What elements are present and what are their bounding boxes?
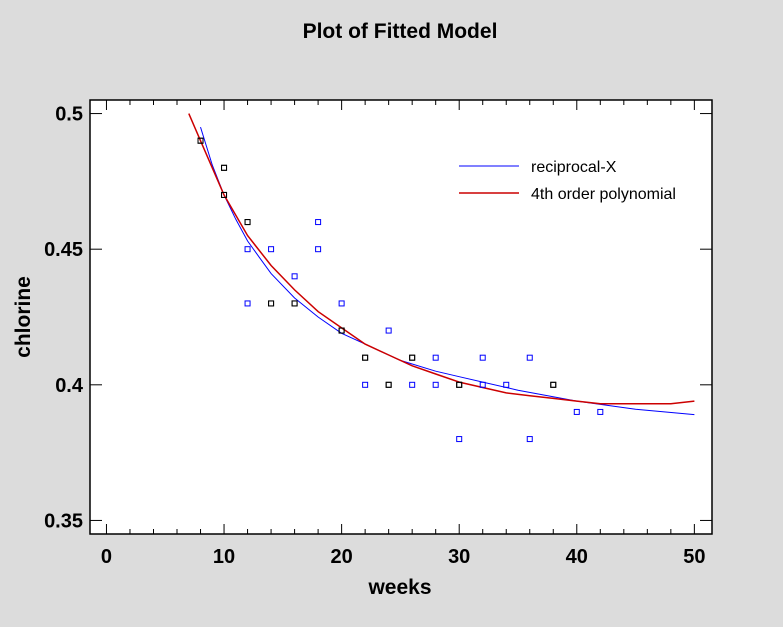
x-tick-label: 40 bbox=[566, 546, 588, 568]
x-tick-label: 10 bbox=[213, 546, 235, 568]
data-point bbox=[244, 219, 251, 226]
data-point bbox=[291, 300, 298, 307]
data-point bbox=[362, 381, 369, 388]
x-tick-label: 0 bbox=[101, 546, 112, 568]
data-point bbox=[291, 273, 298, 280]
data-point bbox=[338, 300, 345, 307]
data-point bbox=[526, 354, 533, 361]
legend-label-reciprocal-x: reciprocal-X bbox=[531, 159, 617, 176]
data-point bbox=[503, 381, 510, 388]
data-point bbox=[597, 408, 604, 415]
y-tick-label: 0.5 bbox=[55, 104, 83, 126]
data-point bbox=[362, 354, 369, 361]
legend: reciprocal-X 4th order polynomial bbox=[459, 159, 676, 203]
data-point bbox=[315, 246, 322, 253]
data-point bbox=[244, 300, 251, 307]
y-tick-label: 0.45 bbox=[44, 239, 83, 261]
fitted-curve-polynomial bbox=[188, 113, 695, 405]
y-axis-label: chlorine bbox=[12, 276, 35, 358]
plot-area bbox=[89, 99, 713, 535]
data-point bbox=[432, 381, 439, 388]
data-point bbox=[479, 354, 486, 361]
y-tick-label: 0.35 bbox=[44, 510, 83, 532]
data-point bbox=[479, 381, 486, 388]
fitted-curve-reciprocal-x bbox=[200, 126, 695, 416]
data-point bbox=[432, 354, 439, 361]
data-point bbox=[409, 354, 416, 361]
data-point bbox=[338, 327, 345, 334]
x-tick-label: 50 bbox=[683, 546, 705, 568]
x-axis-label: weeks bbox=[367, 576, 431, 599]
data-point bbox=[573, 408, 580, 415]
data-point bbox=[268, 246, 275, 253]
data-point bbox=[550, 381, 557, 388]
data-point bbox=[221, 164, 228, 171]
data-point bbox=[197, 137, 204, 144]
chart-title: Plot of Fitted Model bbox=[303, 20, 498, 43]
data-point bbox=[526, 436, 533, 443]
legend-label-polynomial: 4th order polynomial bbox=[531, 186, 676, 203]
data-point bbox=[456, 436, 463, 443]
y-tick-label: 0.4 bbox=[55, 375, 84, 397]
data-point bbox=[221, 191, 228, 198]
x-tick-label: 20 bbox=[330, 546, 352, 568]
data-point bbox=[385, 381, 392, 388]
data-point bbox=[315, 219, 322, 226]
x-tick-label: 30 bbox=[448, 546, 470, 568]
data-point bbox=[409, 381, 416, 388]
data-point bbox=[456, 381, 463, 388]
data-point bbox=[244, 246, 251, 253]
data-point bbox=[385, 327, 392, 334]
data-point bbox=[268, 300, 275, 307]
